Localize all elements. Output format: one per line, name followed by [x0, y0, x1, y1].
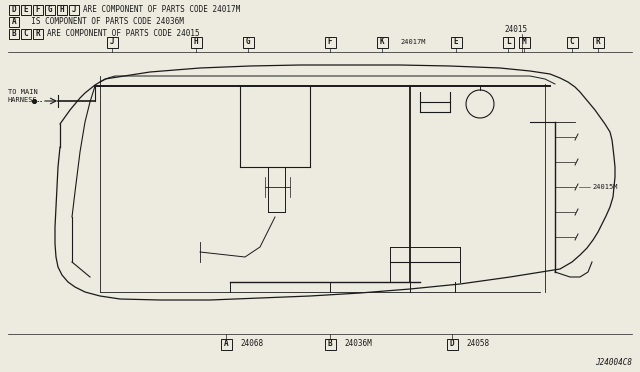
Text: E: E [24, 6, 28, 15]
Bar [33, 5, 43, 15]
Text: F: F [36, 6, 40, 15]
Bar [376, 36, 387, 48]
Text: H: H [60, 6, 64, 15]
Text: ARE COMPONENT OF PARTS CODE 24017M: ARE COMPONENT OF PARTS CODE 24017M [83, 6, 240, 15]
Text: F: F [328, 38, 332, 46]
Text: G: G [246, 38, 250, 46]
Bar [45, 5, 55, 15]
Text: 24036M: 24036M [344, 340, 372, 349]
Bar [324, 339, 335, 350]
Bar [566, 36, 577, 48]
Bar [106, 36, 118, 48]
Text: M: M [522, 38, 526, 46]
Bar [57, 5, 67, 15]
Text: 24068: 24068 [240, 340, 263, 349]
Text: R: R [596, 38, 600, 46]
Text: A: A [224, 340, 228, 349]
Text: E: E [454, 38, 458, 46]
Text: J: J [109, 38, 115, 46]
Text: 24058: 24058 [466, 340, 489, 349]
Bar [447, 339, 458, 350]
Text: B: B [328, 340, 332, 349]
Bar [243, 36, 253, 48]
Text: K: K [380, 38, 384, 46]
Bar [9, 17, 19, 27]
Text: 24015: 24015 [504, 26, 527, 35]
Bar [518, 36, 529, 48]
Bar [21, 29, 31, 39]
Bar [221, 339, 232, 350]
Text: C: C [24, 29, 28, 38]
Text: 24017M: 24017M [400, 39, 426, 45]
Text: B: B [12, 29, 16, 38]
Text: J: J [72, 6, 76, 15]
Bar [33, 29, 43, 39]
Text: 24015M: 24015M [592, 184, 618, 190]
Bar [593, 36, 604, 48]
Bar [21, 5, 31, 15]
Text: TO MAIN
HARNESS: TO MAIN HARNESS [8, 90, 38, 103]
Text: H: H [194, 38, 198, 46]
Bar [451, 36, 461, 48]
Bar [502, 36, 513, 48]
Text: J24004C8: J24004C8 [595, 358, 632, 367]
Text: IS COMPONENT OF PARTS CODE 24036M: IS COMPONENT OF PARTS CODE 24036M [22, 17, 184, 26]
Text: G: G [48, 6, 52, 15]
Bar [69, 5, 79, 15]
Bar [9, 29, 19, 39]
Bar [191, 36, 202, 48]
Text: R: R [36, 29, 40, 38]
Bar [9, 5, 19, 15]
Bar [324, 36, 335, 48]
Text: ARE COMPONENT OF PARTS CODE 24015: ARE COMPONENT OF PARTS CODE 24015 [47, 29, 200, 38]
Text: D: D [450, 340, 454, 349]
Text: C: C [570, 38, 574, 46]
Text: A: A [12, 17, 16, 26]
Text: D: D [12, 6, 16, 15]
Text: L: L [506, 38, 510, 46]
